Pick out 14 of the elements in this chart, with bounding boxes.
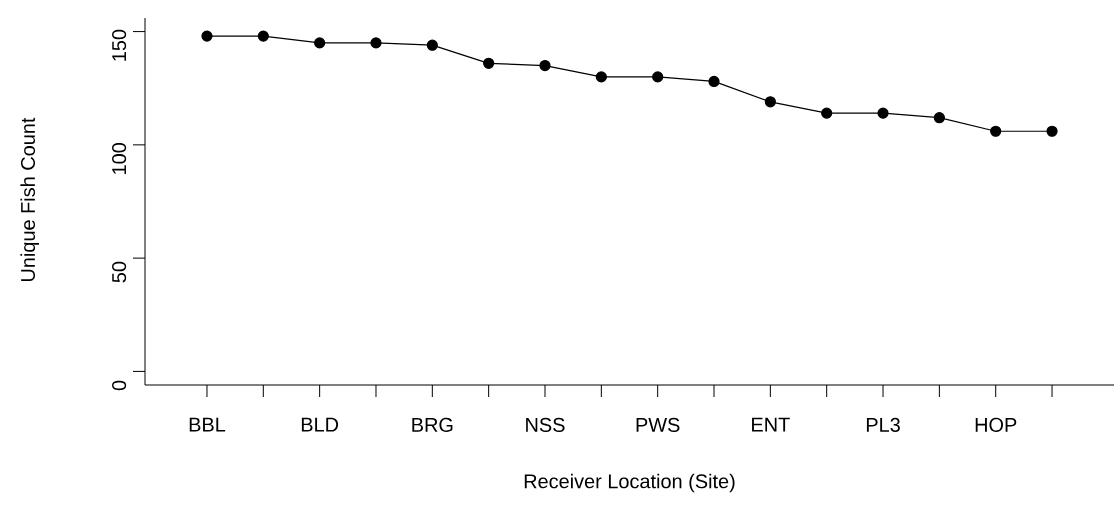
x-tick-label: HOP bbox=[975, 417, 1017, 432]
y-tick-label: 100 bbox=[112, 143, 127, 174]
x-axis-title: Receiver Location (Site) bbox=[524, 473, 735, 493]
y-axis-title: Unique Fish Count bbox=[20, 117, 39, 282]
y-tick-label: 50 bbox=[112, 261, 127, 283]
x-tick-label: ENT bbox=[752, 417, 790, 432]
x-tick-label: BLD bbox=[301, 417, 339, 432]
x-tick-label: BRG bbox=[412, 417, 453, 432]
x-tick-label: NSS bbox=[526, 417, 565, 432]
x-tick-label: PWS bbox=[636, 417, 680, 432]
y-tick-label: 150 bbox=[112, 29, 127, 61]
x-tick-label: PL3 bbox=[866, 417, 900, 432]
x-tick-label: BBL bbox=[189, 417, 226, 432]
y-tick-label: 0 bbox=[112, 380, 127, 391]
